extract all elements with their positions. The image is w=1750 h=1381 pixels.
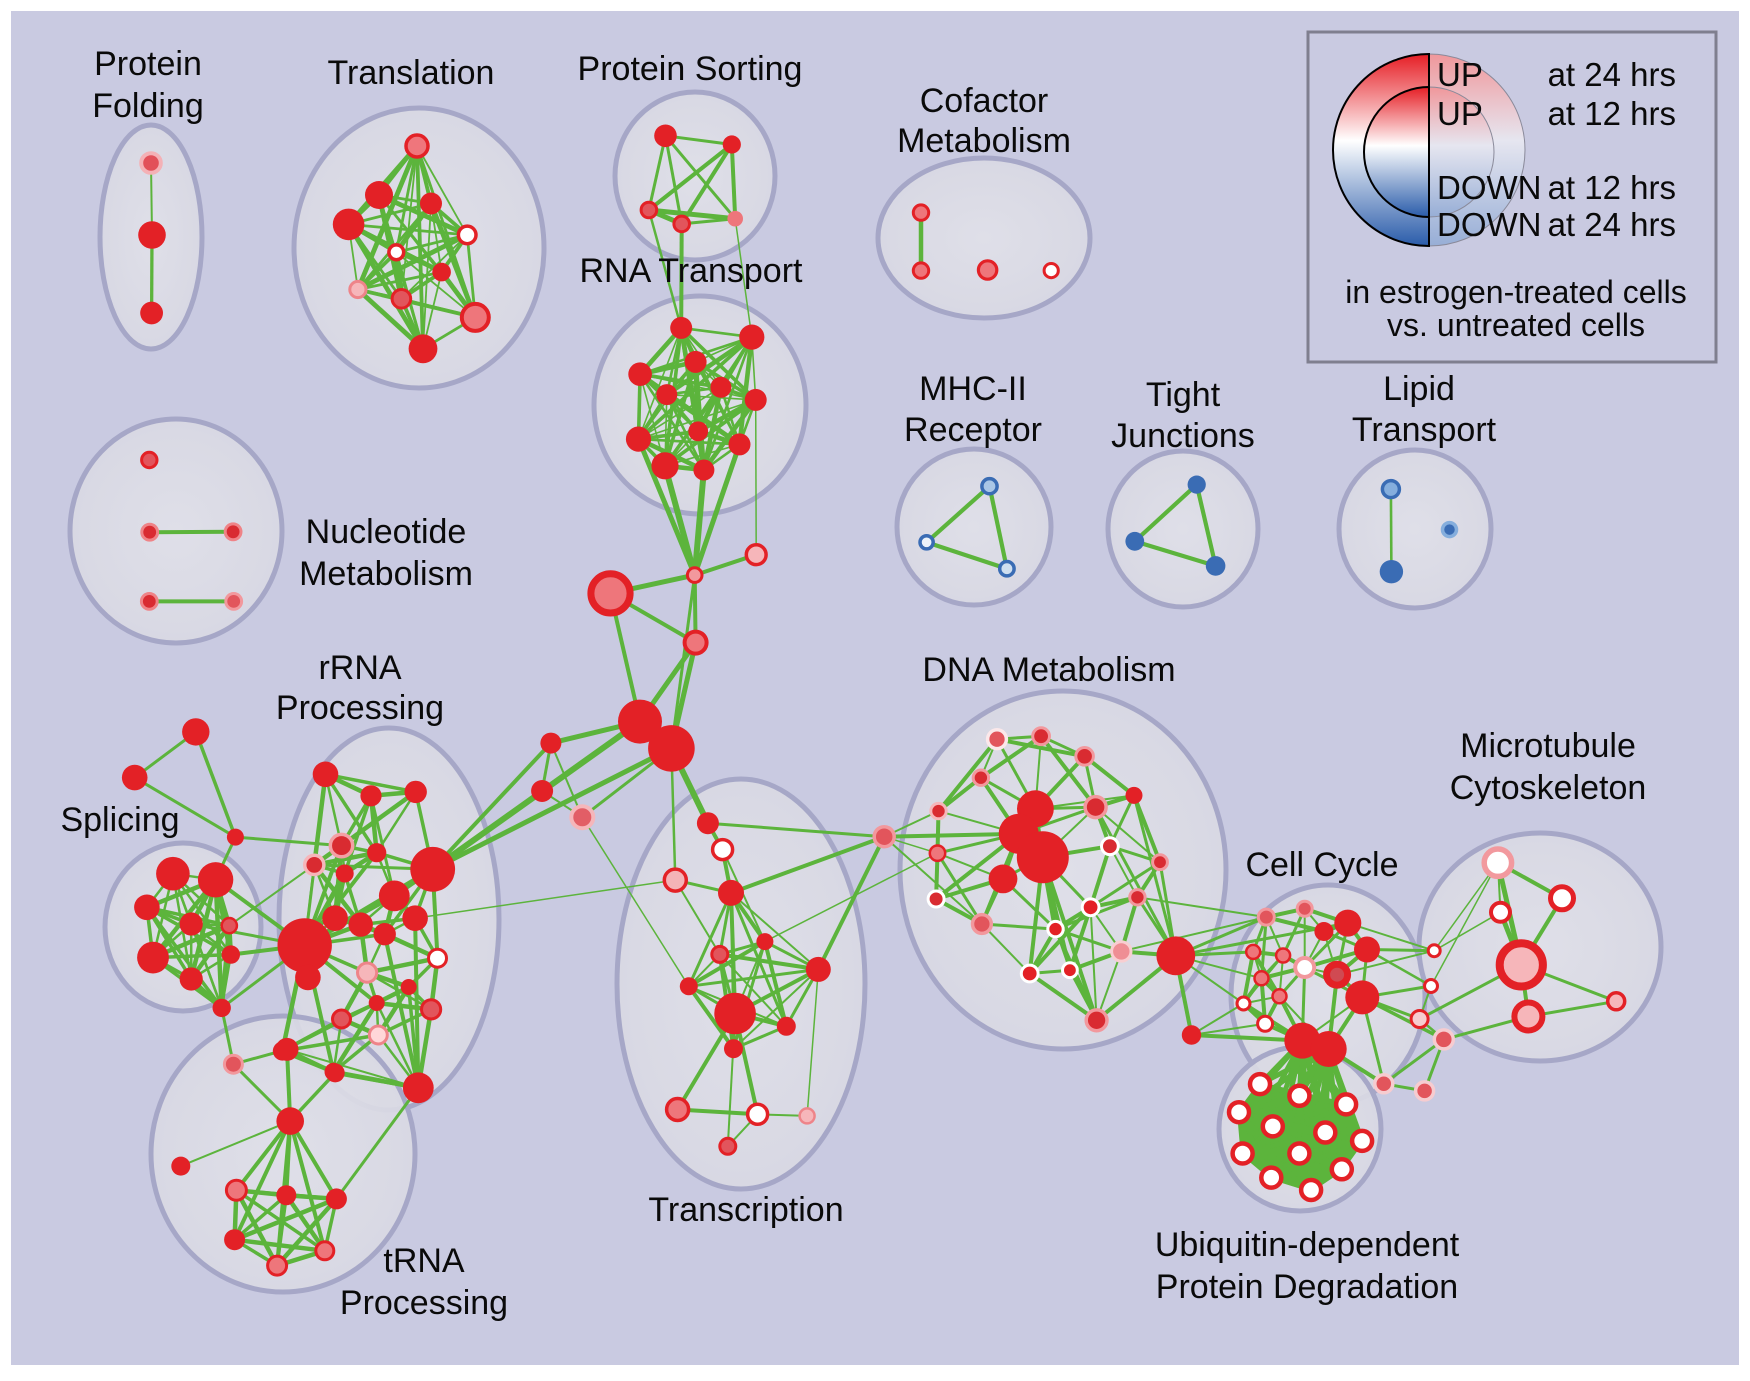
svg-text:DNA Metabolism: DNA Metabolism	[922, 651, 1175, 689]
svg-text:Processing: Processing	[276, 689, 444, 727]
svg-text:vs. untreated cells: vs. untreated cells	[1387, 307, 1645, 343]
svg-text:Translation: Translation	[328, 54, 495, 92]
svg-text:MHC-II: MHC-II	[919, 370, 1027, 408]
svg-text:Cell Cycle: Cell Cycle	[1245, 846, 1398, 884]
svg-text:Metabolism: Metabolism	[299, 555, 473, 593]
svg-text:Protein Sorting: Protein Sorting	[578, 50, 803, 88]
svg-text:Cytoskeleton: Cytoskeleton	[1450, 769, 1647, 807]
svg-text:Tight: Tight	[1146, 376, 1221, 414]
svg-text:Nucleotide: Nucleotide	[306, 513, 467, 551]
svg-text:at 24 hrs: at 24 hrs	[1548, 206, 1676, 243]
svg-text:Transcription: Transcription	[648, 1191, 843, 1229]
svg-text:UP: UP	[1437, 56, 1483, 93]
svg-text:rRNA: rRNA	[318, 649, 401, 687]
svg-text:in estrogen-treated cells: in estrogen-treated cells	[1345, 274, 1687, 310]
svg-text:at 12 hrs: at 12 hrs	[1548, 95, 1676, 132]
svg-text:at 12 hrs: at 12 hrs	[1548, 169, 1676, 206]
svg-text:at 24 hrs: at 24 hrs	[1548, 56, 1676, 93]
svg-text:Junctions: Junctions	[1111, 417, 1255, 455]
svg-text:Folding: Folding	[92, 87, 204, 125]
svg-text:Protein: Protein	[94, 45, 202, 83]
svg-text:Ubiquitin-dependent: Ubiquitin-dependent	[1155, 1226, 1460, 1264]
svg-text:Microtubule: Microtubule	[1460, 727, 1636, 765]
svg-text:DOWN: DOWN	[1437, 169, 1541, 206]
svg-text:Lipid: Lipid	[1383, 370, 1455, 408]
svg-text:tRNA: tRNA	[383, 1242, 465, 1280]
svg-text:Receptor: Receptor	[904, 411, 1042, 449]
svg-text:RNA Transport: RNA Transport	[580, 252, 804, 290]
svg-text:Processing: Processing	[340, 1284, 508, 1322]
svg-text:Cofactor: Cofactor	[920, 82, 1049, 120]
svg-text:UP: UP	[1437, 95, 1483, 132]
svg-text:Metabolism: Metabolism	[897, 122, 1071, 160]
svg-text:DOWN: DOWN	[1437, 206, 1541, 243]
svg-text:Splicing: Splicing	[60, 801, 179, 839]
svg-text:Protein Degradation: Protein Degradation	[1156, 1268, 1458, 1306]
svg-text:Transport: Transport	[1352, 411, 1497, 449]
